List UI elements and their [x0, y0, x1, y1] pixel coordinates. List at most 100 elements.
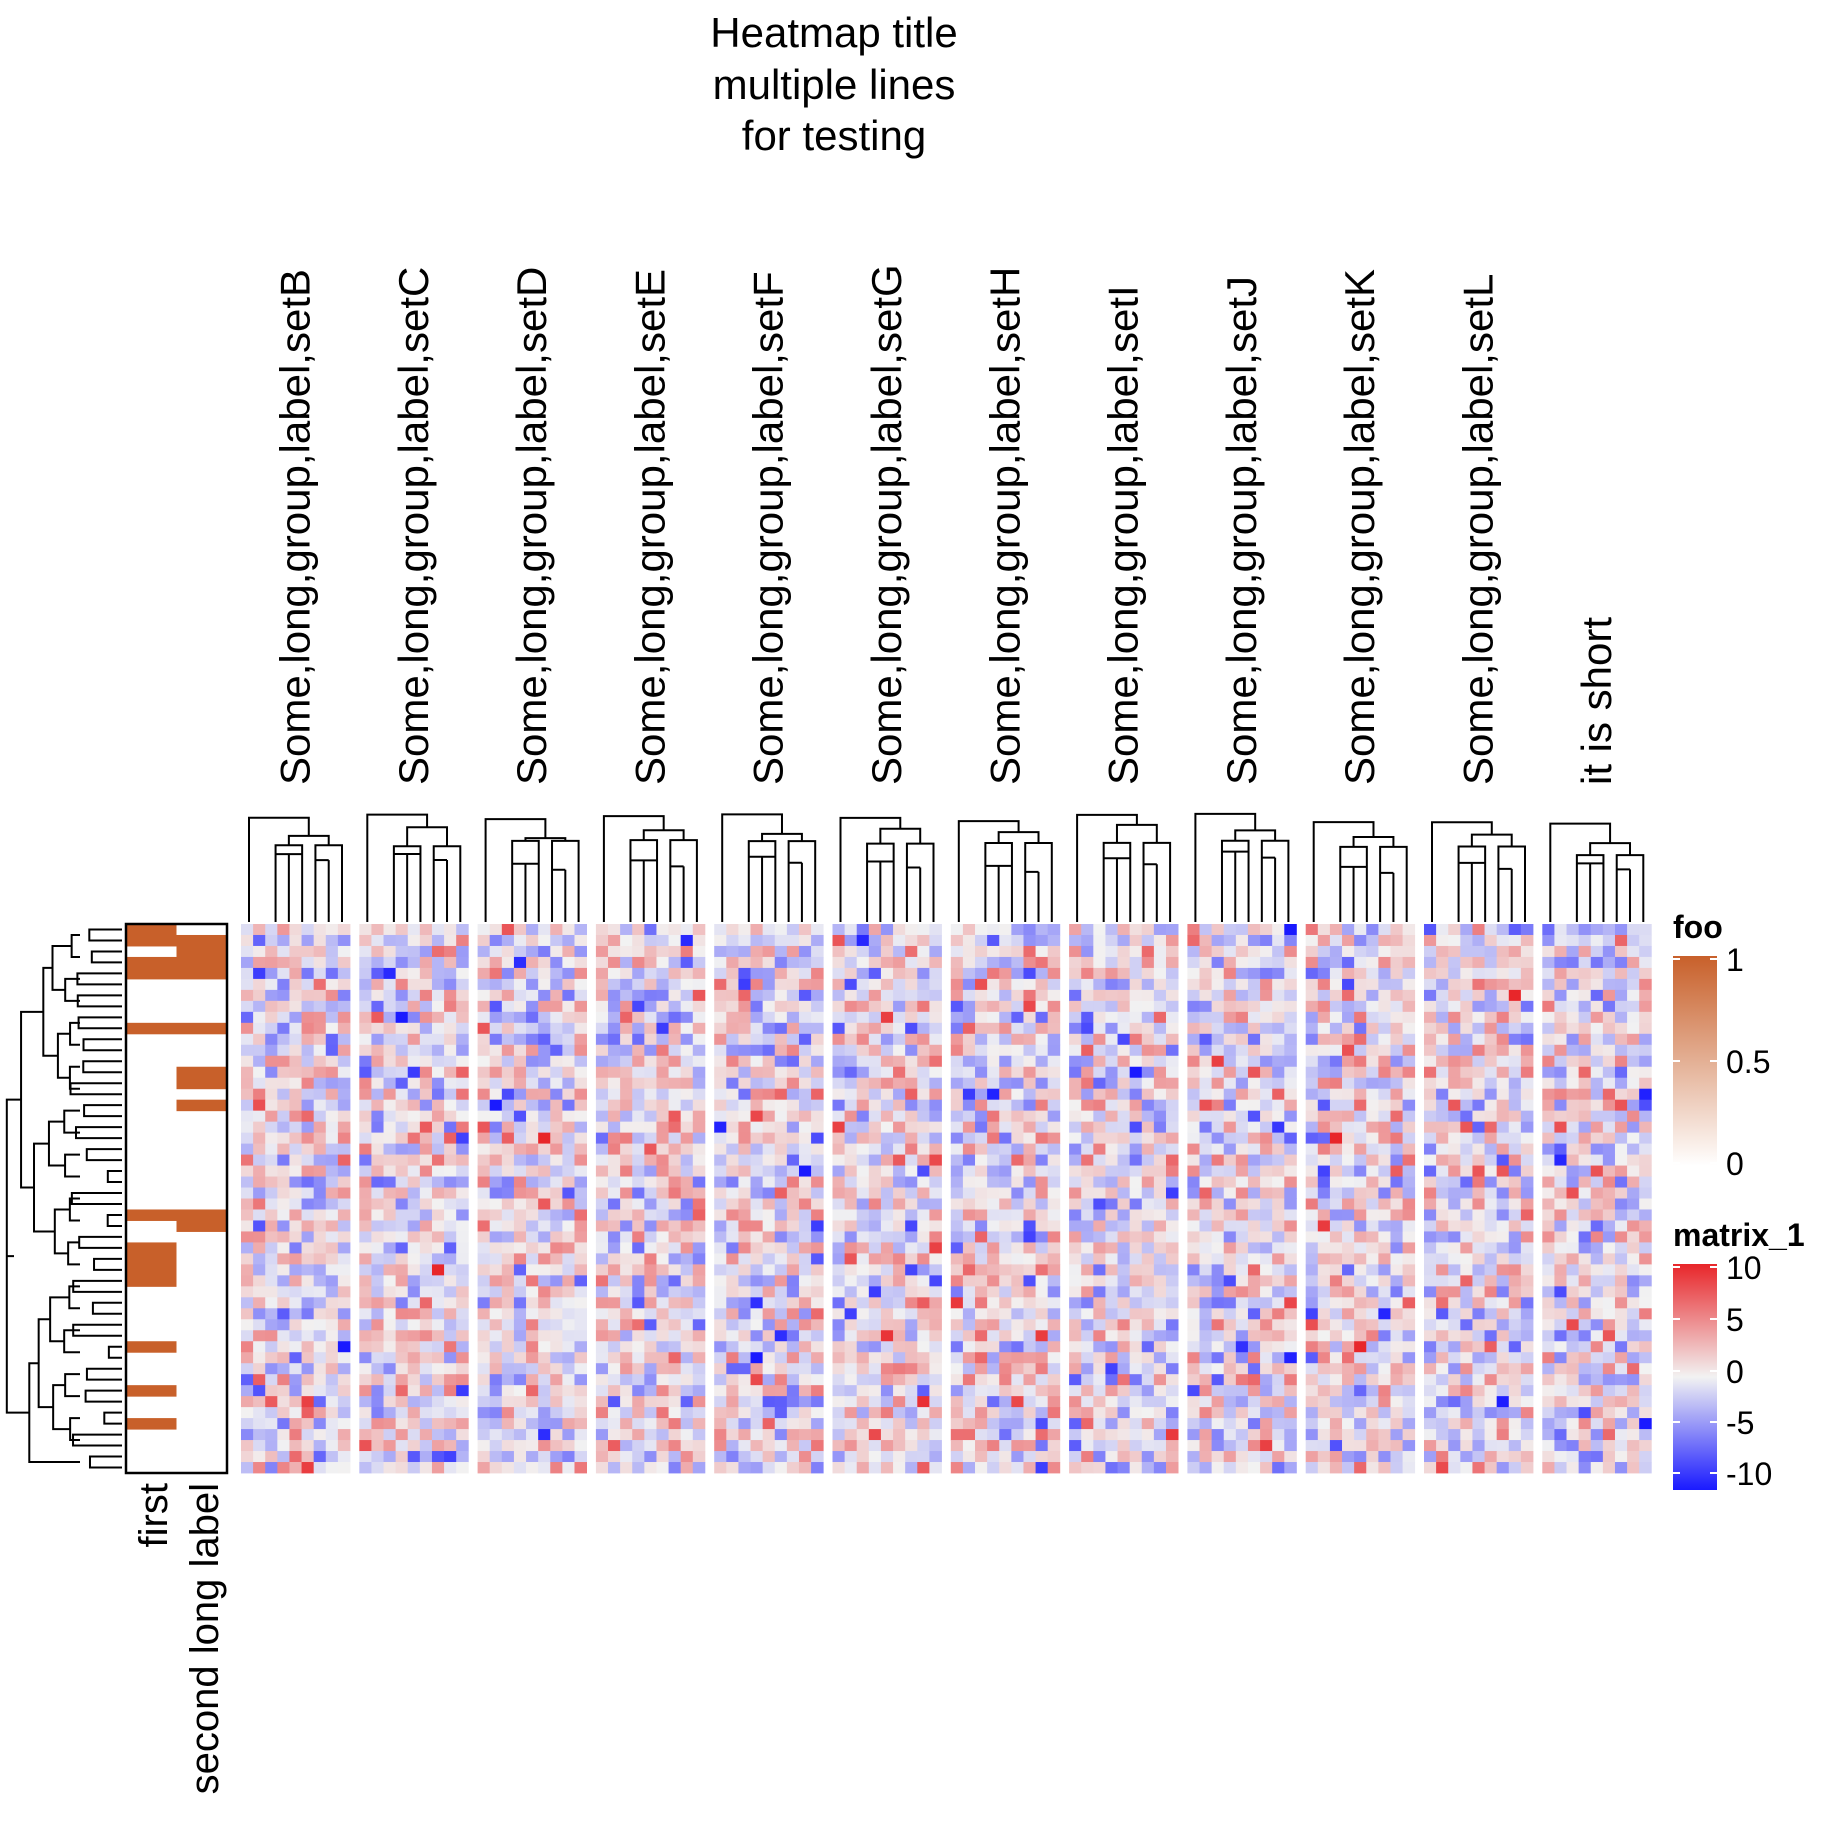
heatmap-cell [1317, 1121, 1331, 1134]
heatmap-cell [1366, 1451, 1379, 1463]
heatmap-cell [489, 1022, 503, 1035]
heatmap-cell [844, 1286, 858, 1298]
heatmap-cell [868, 1220, 882, 1232]
heatmap-cell [1011, 1308, 1024, 1320]
heatmap-cell [880, 1385, 894, 1397]
heatmap-cell [1223, 1385, 1237, 1397]
heatmap-cell [1023, 924, 1036, 936]
heatmap-cell [562, 1022, 575, 1035]
heatmap-cell [1035, 924, 1049, 936]
heatmap-cell [1187, 1165, 1200, 1177]
heatmap-cell [538, 1451, 551, 1463]
heatmap-cell [680, 1055, 694, 1068]
heatmap-cell [893, 1462, 906, 1474]
heatmap-cell [1496, 1033, 1510, 1046]
heatmap-cell [1235, 967, 1249, 980]
heatmap-slice-5 [714, 924, 824, 1474]
heatmap-cell [1284, 1066, 1297, 1079]
heatmap-cell [395, 1000, 409, 1013]
heatmap-cell [1508, 1121, 1522, 1134]
heatmap-cell [1235, 945, 1249, 958]
heatmap-cell [929, 1352, 942, 1364]
heatmap-cell [265, 956, 278, 969]
heatmap-cell [1129, 1429, 1143, 1441]
heatmap-cell [253, 1286, 266, 1298]
heatmap-cell [608, 1099, 621, 1112]
heatmap-cell [1153, 1352, 1167, 1364]
heatmap-cell [1272, 934, 1285, 947]
heatmap-cell [1272, 1242, 1285, 1254]
heatmap-cell [513, 1319, 527, 1331]
heatmap-cell [1354, 1209, 1367, 1221]
heatmap-cell [1402, 1231, 1416, 1243]
heatmap-cell [1235, 1209, 1249, 1221]
heatmap-cell [1472, 1154, 1485, 1166]
heatmap-cell [1117, 1429, 1131, 1441]
heatmap-cell [241, 1308, 254, 1320]
heatmap-cell [1035, 1440, 1049, 1452]
heatmap-cell [371, 1110, 384, 1123]
heatmap-cell [1023, 1330, 1036, 1342]
heatmap-cell [444, 1341, 457, 1353]
heatmap-cell [1153, 1363, 1167, 1375]
heatmap-cell [1069, 1319, 1082, 1331]
heatmap-cell [1460, 1022, 1473, 1035]
heatmap-cell [1153, 1000, 1167, 1013]
heatmap-cell [962, 989, 976, 1002]
heatmap-cell [1284, 1418, 1297, 1430]
heatmap-cell [241, 1066, 254, 1079]
heatmap-cell [1284, 1143, 1297, 1155]
heatmap-cell [1484, 1088, 1498, 1101]
heatmap-cell [595, 1143, 609, 1155]
heatmap-cell [1284, 1209, 1297, 1221]
heatmap-cell [856, 1308, 870, 1320]
heatmap-cell [1329, 1088, 1343, 1101]
heatmap-cell [1424, 1264, 1437, 1276]
heatmap-cell [1247, 1099, 1261, 1112]
heatmap-cell [1105, 1176, 1118, 1188]
heatmap-cell [289, 1242, 302, 1254]
heatmap-cell [513, 1198, 527, 1210]
heatmap-cell [1035, 1242, 1049, 1254]
heatmap-cell [1105, 1143, 1118, 1155]
heatmap-cell [893, 1176, 906, 1188]
heatmap-cell [975, 1440, 988, 1452]
heatmap-cell [1069, 1121, 1082, 1134]
heatmap-cell [1272, 1341, 1285, 1353]
heatmap-cell [786, 1110, 800, 1123]
heatmap-cell [1223, 1099, 1237, 1112]
heatmap-cell [538, 1088, 551, 1101]
heatmap-cell [1093, 1143, 1106, 1155]
heatmap-cell [1247, 1429, 1261, 1441]
heatmap-cell [656, 1330, 669, 1342]
heatmap-cell [1093, 1451, 1106, 1463]
heatmap-cell [1284, 1440, 1297, 1452]
heatmap-cell [1035, 1132, 1049, 1144]
heatmap-cell [301, 1396, 315, 1408]
heatmap-cell [1520, 934, 1534, 947]
heatmap-cell [526, 1143, 539, 1155]
heatmap-cell [975, 1044, 988, 1057]
heatmap-cell [762, 1462, 776, 1474]
heatmap-cell [1117, 1275, 1131, 1287]
heatmap-cell [550, 1374, 563, 1386]
heatmap-cell [1484, 934, 1498, 947]
heatmap-cell [489, 1462, 503, 1474]
heatmap-cell [1069, 1088, 1082, 1101]
heatmap-cell [798, 1319, 812, 1331]
heatmap-cell [1329, 1033, 1343, 1046]
heatmap-cell [1081, 1176, 1094, 1188]
heatmap-cell [999, 1242, 1012, 1254]
heatmap-cell [1317, 1055, 1331, 1068]
heatmap-cell [856, 934, 870, 947]
heatmap-cell [1047, 1286, 1061, 1298]
heatmap-cell [1460, 1275, 1473, 1287]
heatmap-cell [1390, 1154, 1403, 1166]
heatmap-cell [1272, 1407, 1285, 1419]
heatmap-cell [574, 1022, 587, 1035]
heatmap-cell [477, 1374, 491, 1386]
heatmap-cell [620, 1418, 633, 1430]
heatmap-cell [313, 1176, 327, 1188]
heatmap-cell [893, 934, 906, 947]
heatmap-cell [407, 1154, 421, 1166]
